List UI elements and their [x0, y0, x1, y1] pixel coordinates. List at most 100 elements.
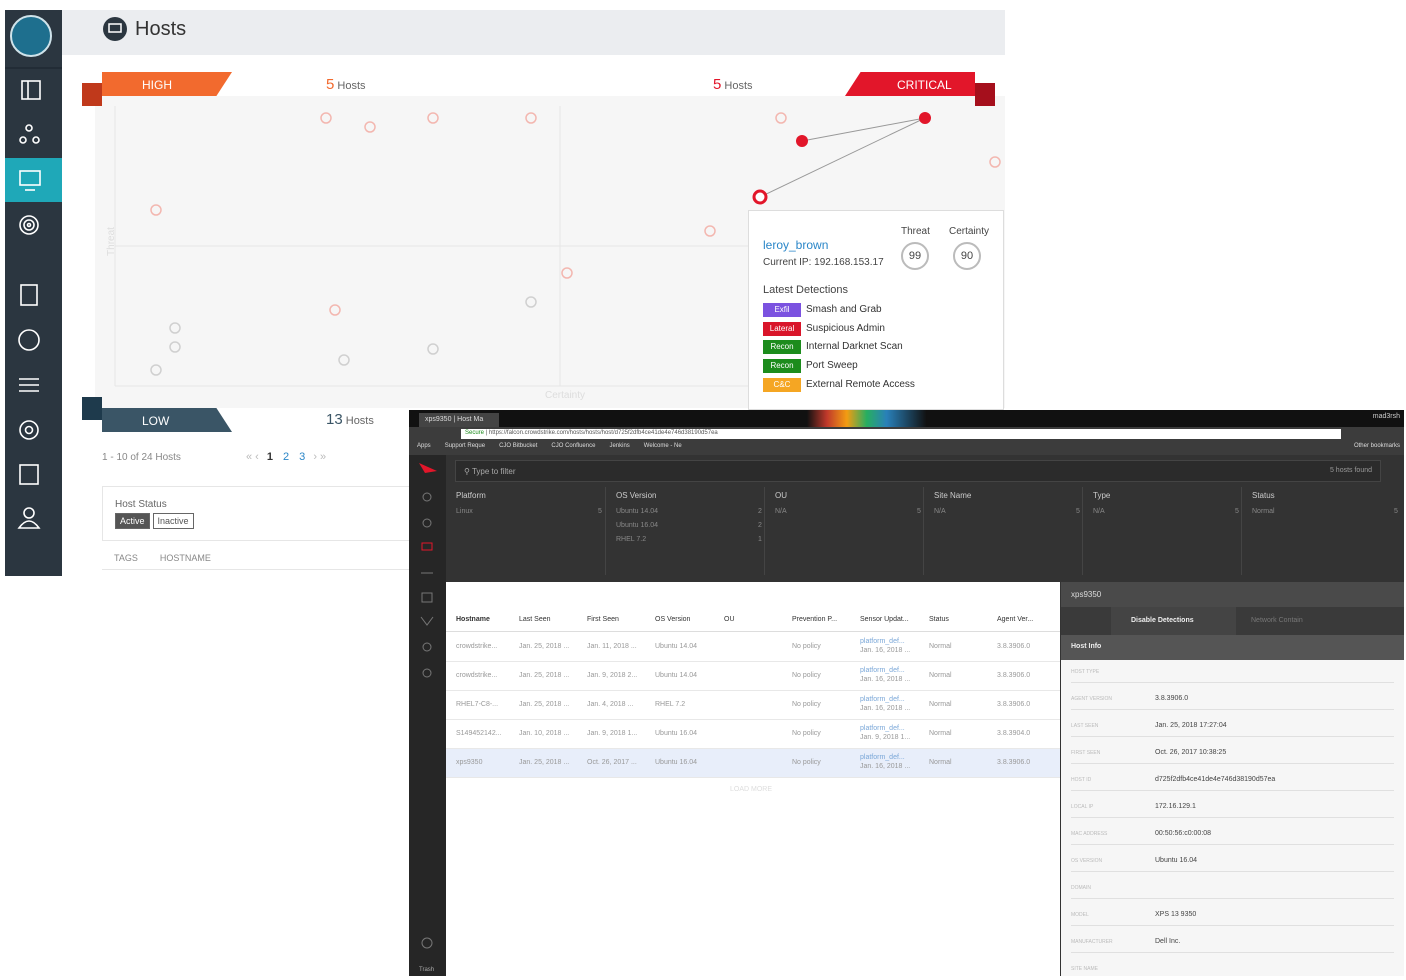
field-label: SITE NAME: [1071, 966, 1098, 972]
facet-item[interactable]: RHEL 7.2: [616, 536, 647, 543]
cell: Jan. 9, 2018 1...: [587, 730, 638, 737]
header: Hosts: [62, 10, 1005, 55]
column-header[interactable]: Sensor Updat...: [860, 616, 909, 623]
cell: Jan. 25, 2018 ...: [519, 701, 570, 708]
facet-item[interactable]: Linux: [456, 508, 473, 515]
bookmark[interactable]: Apps: [417, 443, 431, 449]
field-divider: [1071, 871, 1394, 872]
facet-title: OU: [775, 491, 787, 500]
field-divider: [1071, 790, 1394, 791]
nav-icons: [5, 15, 62, 529]
facet-item[interactable]: Ubuntu 16.04: [616, 522, 659, 529]
sensor-policy: platform_def...: [860, 725, 905, 732]
cell: Ubuntu 16.04: [655, 759, 698, 766]
field-value: 3.8.3906.0: [1155, 695, 1189, 702]
detection-tag: Recon: [763, 340, 801, 355]
header-icon: [103, 17, 127, 41]
cell: No policy: [792, 701, 821, 708]
table-row[interactable]: xps9350 Jan. 25, 2018 ... Oct. 26, 2017 ..…: [446, 749, 1060, 778]
bookmark[interactable]: Support Reque: [444, 443, 486, 449]
unit: Hosts: [337, 80, 366, 92]
detail-hostname: xps9350: [1071, 590, 1102, 599]
column-header[interactable]: Last Seen: [519, 616, 551, 623]
column-header[interactable]: Agent Ver...: [997, 616, 1034, 623]
load-more[interactable]: LOAD MORE: [730, 786, 773, 793]
host-table: Hostname Last Seen First Seen OS Version OU P…: [446, 582, 1060, 976]
detection-tag: Recon: [763, 359, 801, 374]
cell: No policy: [792, 730, 821, 737]
cell: Jan. 9, 2018 2...: [587, 672, 638, 679]
cell: xps9350: [456, 759, 483, 766]
list-header: TAGS HOSTNAME: [114, 553, 233, 563]
network-contain[interactable]: Network Contain: [1251, 617, 1303, 624]
column-header[interactable]: Status: [929, 616, 949, 623]
low-count: 13 Hosts: [326, 411, 374, 428]
cell: Jan. 4, 2018 ...: [587, 701, 634, 708]
cell: No policy: [792, 643, 821, 650]
detection-name: Smash and Grab: [806, 304, 882, 315]
table-row[interactable]: crowdstrike... Jan. 25, 2018 ... Jan. 11, …: [446, 633, 1060, 662]
facet: OU N/A 5: [764, 487, 922, 575]
tab[interactable]: xps9350 | Host Ma: [419, 413, 499, 427]
certainty-label: Certainty: [949, 226, 990, 237]
table-header: Hostname Last Seen First Seen OS Version OU P…: [446, 608, 1060, 632]
bookmark[interactable]: Welcome - Ne: [643, 443, 682, 449]
certainty-score: 90: [953, 242, 981, 270]
cell: Normal: [929, 643, 952, 650]
popup-hostname[interactable]: leroy_brown: [763, 238, 829, 252]
facet-title: Platform: [456, 491, 486, 500]
column-header[interactable]: First Seen: [587, 616, 619, 623]
table-row[interactable]: S149452142... Jan. 10, 2018 ... Jan. 9, 20…: [446, 720, 1060, 749]
threat-label: Threat: [901, 226, 930, 237]
facet-item[interactable]: Normal: [1252, 508, 1275, 515]
field-value: XPS 13 9350: [1155, 911, 1197, 918]
facet-count: 5: [1076, 508, 1080, 515]
popup-ip: Current IP: 192.168.153.17: [763, 257, 884, 268]
bookmarks-bar: Other bookmarks Apps Support Reque CJO Bit…: [409, 440, 1404, 455]
table-row[interactable]: RHEL7-C8-... Jan. 25, 2018 ... Jan. 4, 201…: [446, 691, 1060, 720]
disable-detections[interactable]: Disable Detections: [1111, 607, 1236, 635]
bookmark[interactable]: Jenkins: [609, 443, 630, 449]
filter-bar[interactable]: ⚲ Type to filter 5 hosts found: [455, 460, 1381, 482]
table-row[interactable]: crowdstrike... Jan. 25, 2018 ... Jan. 9, 2…: [446, 662, 1060, 691]
other-bookmarks[interactable]: Other bookmarks: [1353, 443, 1400, 449]
y-axis-label: Threat: [105, 227, 117, 256]
field-label: DOMAIN: [1071, 885, 1091, 891]
facet-item[interactable]: N/A: [775, 508, 787, 515]
field-value: d725f2dfb4ce41de4e746d38190d57ea: [1155, 776, 1276, 783]
critical-count: 5 Hosts: [713, 76, 753, 93]
facet-count: 2: [758, 522, 762, 529]
section-bar: Host Info: [1061, 635, 1404, 660]
column-header[interactable]: Hostname: [456, 616, 490, 623]
facet-item[interactable]: N/A: [934, 508, 946, 515]
detection-name: External Remote Access: [806, 378, 915, 390]
host-status-options: Active Inactive: [115, 513, 197, 529]
field-label: FIRST SEEN: [1071, 750, 1101, 756]
sensor-date: Jan. 16, 2018 ...: [860, 676, 911, 683]
facet-item[interactable]: Ubuntu 14.04: [616, 508, 659, 515]
url-field[interactable]: Secure | https://falcon.crowdstrike.com/…: [461, 429, 1341, 439]
page-link[interactable]: 1: [266, 451, 274, 463]
sidebar: [5, 10, 62, 576]
column-header[interactable]: OS Version: [655, 616, 691, 623]
field-label: LOCAL IP: [1071, 804, 1094, 810]
page-link[interactable]: 2: [283, 451, 290, 463]
detail-header: xps9350: [1061, 582, 1404, 607]
placeholder: Type to filter: [471, 467, 516, 476]
column-header[interactable]: OU: [724, 616, 735, 623]
field-value: Jan. 25, 2018 17:27:04: [1155, 722, 1227, 729]
status-option[interactable]: Inactive: [152, 513, 194, 529]
page-link[interactable]: 3: [299, 451, 306, 463]
column-header[interactable]: Prevention P...: [792, 616, 838, 623]
trash-label[interactable]: Trash: [419, 967, 435, 973]
bookmark[interactable]: CJO Bitbucket: [499, 443, 538, 449]
sensor-policy: platform_def...: [860, 696, 905, 703]
bookmark[interactable]: CJO Confluence: [551, 443, 596, 449]
field-divider: [1071, 763, 1394, 764]
status-option[interactable]: Active: [115, 513, 150, 529]
facet-item[interactable]: N/A: [1093, 508, 1105, 515]
cell: Normal: [929, 672, 952, 679]
cell: Jan. 25, 2018 ...: [519, 672, 570, 679]
detection-tag: Exfil: [763, 303, 801, 317]
field-label: MODEL: [1071, 912, 1089, 918]
